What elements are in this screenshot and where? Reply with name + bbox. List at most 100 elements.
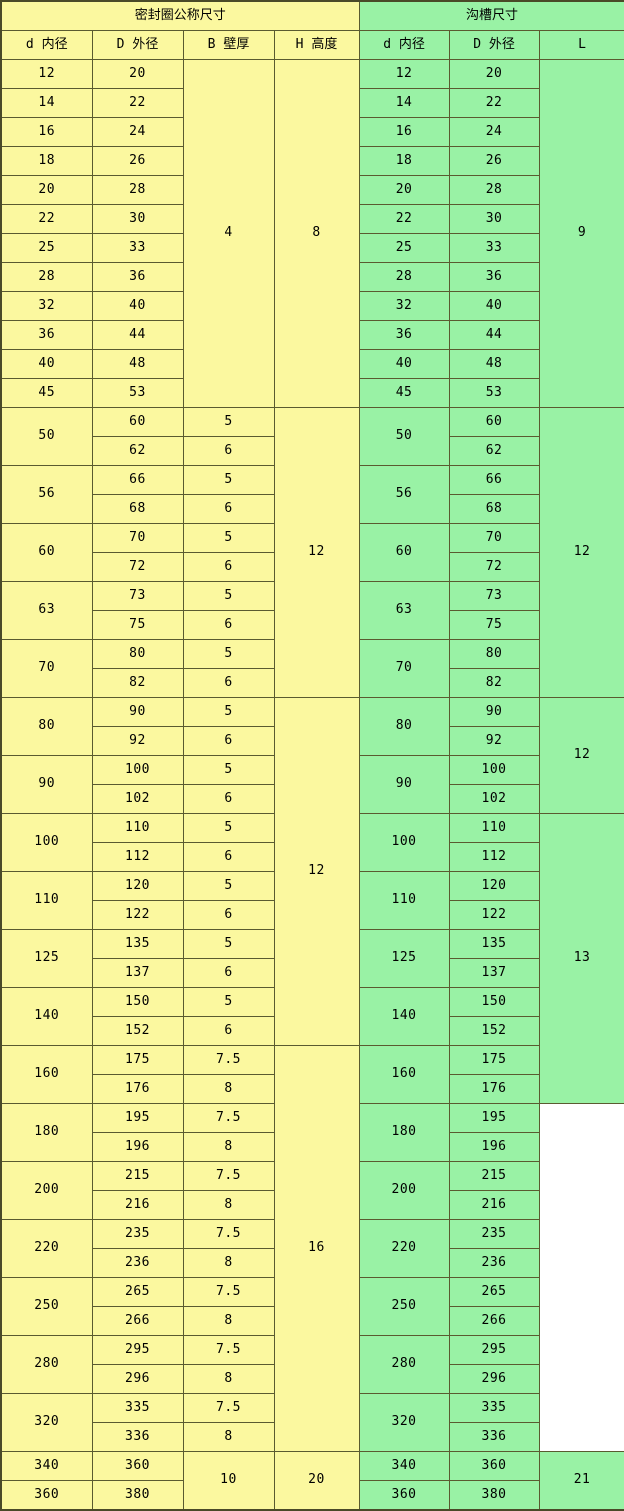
table-row: 70 80 5 70 80	[0, 639, 624, 698]
cell-seal-wall-thickness: 6	[182, 726, 275, 756]
table-body: 12 20 4 8 12 20 9 14 22 14 22 16 24 16 24 18 26 18 26 20 28 2…	[0, 59, 624, 1511]
cell-groove-outer-diameter: 48	[448, 349, 540, 379]
table-row: 320 335 7.5 320 335	[0, 1393, 624, 1452]
cell-groove-outer-diameter: 335	[448, 1393, 540, 1423]
cell-seal-inner-diameter: 25	[0, 233, 93, 263]
cell-seal-outer-diameter: 24	[91, 117, 184, 147]
table-row: 280 295 7.5 280 295	[0, 1335, 624, 1394]
cell-seal-inner-diameter: 45	[0, 378, 93, 408]
cell-seal-outer-diameter: 215	[91, 1161, 184, 1191]
table-row: 122 6 122	[1, 900, 624, 930]
cell-seal-outer-diameter: 152	[91, 1016, 184, 1046]
cell-seal-wall-thickness: 8	[182, 1132, 275, 1162]
cell-groove-inner-diameter: 56	[358, 465, 450, 524]
cell-seal-wall-thickness: 8	[182, 1422, 275, 1452]
cell-seal-wall-thickness: 6	[182, 436, 275, 466]
cell-seal-wall-thickness: 8	[182, 1248, 275, 1278]
cell-groove-inner-diameter: 250	[358, 1277, 450, 1336]
cell-groove-inner-diameter: 220	[358, 1219, 450, 1278]
cell-groove-inner-diameter: 63	[358, 581, 450, 640]
cell-groove-inner-diameter: 90	[358, 755, 450, 814]
cell-groove-outer-diameter: 215	[448, 1161, 540, 1191]
cell-groove-outer-diameter: 36	[448, 262, 540, 292]
group-header-seal-ring: 密封圈公称尺寸	[0, 0, 360, 31]
cell-groove-inner-diameter: 140	[358, 987, 450, 1046]
table-row: 63 73 5 63 73	[0, 581, 624, 640]
cell-groove-outer-diameter: 137	[448, 958, 540, 988]
cell-seal-inner-diameter: 220	[0, 1219, 93, 1278]
cell-groove-inner-diameter: 125	[358, 929, 450, 988]
cell-groove-inner-diameter: 280	[358, 1335, 450, 1394]
cell-groove-inner-diameter: 360	[358, 1480, 450, 1511]
cell-groove-inner-diameter: 45	[358, 378, 450, 408]
cell-seal-height: 20	[273, 1451, 360, 1511]
table-row: 216 8 216	[1, 1190, 624, 1220]
cell-groove-outer-diameter: 100	[448, 755, 540, 785]
cell-groove-outer-diameter: 90	[448, 697, 540, 727]
table-row: 25 33 25 33	[0, 233, 624, 263]
cell-groove-inner-diameter: 100	[358, 813, 450, 872]
cell-seal-outer-diameter: 82	[91, 668, 184, 698]
cell-groove-inner-diameter: 14	[358, 88, 450, 118]
cell-seal-outer-diameter: 40	[91, 291, 184, 321]
cell-groove-inner-diameter: 36	[358, 320, 450, 350]
cell-groove-outer-diameter: 266	[448, 1306, 540, 1336]
cell-groove-inner-diameter: 340	[358, 1451, 450, 1481]
table-row: 266 8 266	[1, 1306, 624, 1336]
cell-seal-inner-diameter: 160	[0, 1045, 93, 1104]
cell-seal-wall-thickness: 7.5	[182, 1393, 275, 1423]
cell-seal-outer-diameter: 137	[91, 958, 184, 988]
cell-seal-inner-diameter: 320	[0, 1393, 93, 1452]
cell-seal-wall-thickness: 5	[182, 407, 275, 437]
cell-seal-wall-thickness: 6	[182, 610, 275, 640]
cell-seal-inner-diameter: 12	[0, 59, 93, 89]
cell-seal-inner-diameter: 63	[0, 581, 93, 640]
table-row: 140 150 5 140 150	[0, 987, 624, 1046]
cell-seal-outer-diameter: 73	[91, 581, 184, 611]
cell-seal-outer-diameter: 122	[91, 900, 184, 930]
cell-groove-inner-diameter: 50	[358, 407, 450, 466]
cell-seal-inner-diameter: 16	[0, 117, 93, 147]
cell-seal-outer-diameter: 216	[91, 1190, 184, 1220]
group-header-groove: 沟槽尺寸	[358, 0, 624, 31]
cell-seal-inner-diameter: 80	[0, 697, 93, 756]
cell-seal-outer-diameter: 196	[91, 1132, 184, 1162]
table-row: 75 6 75	[1, 610, 624, 640]
column-header-groove-inner-diameter: d 内径	[358, 30, 450, 60]
cell-groove-outer-diameter: 53	[448, 378, 540, 408]
cell-seal-outer-diameter: 80	[91, 639, 184, 669]
table-row: 60 70 5 60 70	[0, 523, 624, 582]
cell-groove-inner-diameter: 32	[358, 291, 450, 321]
cell-seal-inner-diameter: 180	[0, 1103, 93, 1162]
cell-seal-wall-thickness: 7.5	[182, 1161, 275, 1191]
cell-seal-wall-thickness: 6	[182, 552, 275, 582]
table-row: 125 135 5 125 135	[0, 929, 624, 988]
cell-seal-outer-diameter: 26	[91, 146, 184, 176]
cell-seal-outer-diameter: 20	[91, 59, 184, 89]
cell-groove-outer-diameter: 295	[448, 1335, 540, 1365]
table-row: 20 28 20 28	[0, 175, 624, 205]
cell-groove-outer-diameter: 82	[448, 668, 540, 698]
cell-seal-outer-diameter: 28	[91, 175, 184, 205]
table-row: 36 44 36 44	[0, 320, 624, 350]
cell-seal-wall-thickness: 5	[182, 813, 275, 843]
cell-seal-inner-diameter: 56	[0, 465, 93, 524]
cell-seal-wall-thickness: 5	[182, 871, 275, 901]
cell-seal-wall-thickness: 5	[182, 697, 275, 727]
table-row: 92 6 92	[1, 726, 624, 756]
cell-seal-inner-diameter: 50	[0, 407, 93, 466]
cell-seal-outer-diameter: 92	[91, 726, 184, 756]
cell-groove-inner-diameter: 200	[358, 1161, 450, 1220]
cell-seal-wall-thickness: 5	[182, 465, 275, 495]
cell-seal-wall-thickness: 8	[182, 1074, 275, 1104]
cell-seal-outer-diameter: 48	[91, 349, 184, 379]
cell-groove-outer-diameter: 28	[448, 175, 540, 205]
cell-seal-inner-diameter: 14	[0, 88, 93, 118]
cell-groove-outer-diameter: 72	[448, 552, 540, 582]
cell-seal-outer-diameter: 53	[91, 378, 184, 408]
cell-seal-inner-diameter: 200	[0, 1161, 93, 1220]
cell-groove-outer-diameter: 22	[448, 88, 540, 118]
cell-groove-outer-diameter: 135	[448, 929, 540, 959]
